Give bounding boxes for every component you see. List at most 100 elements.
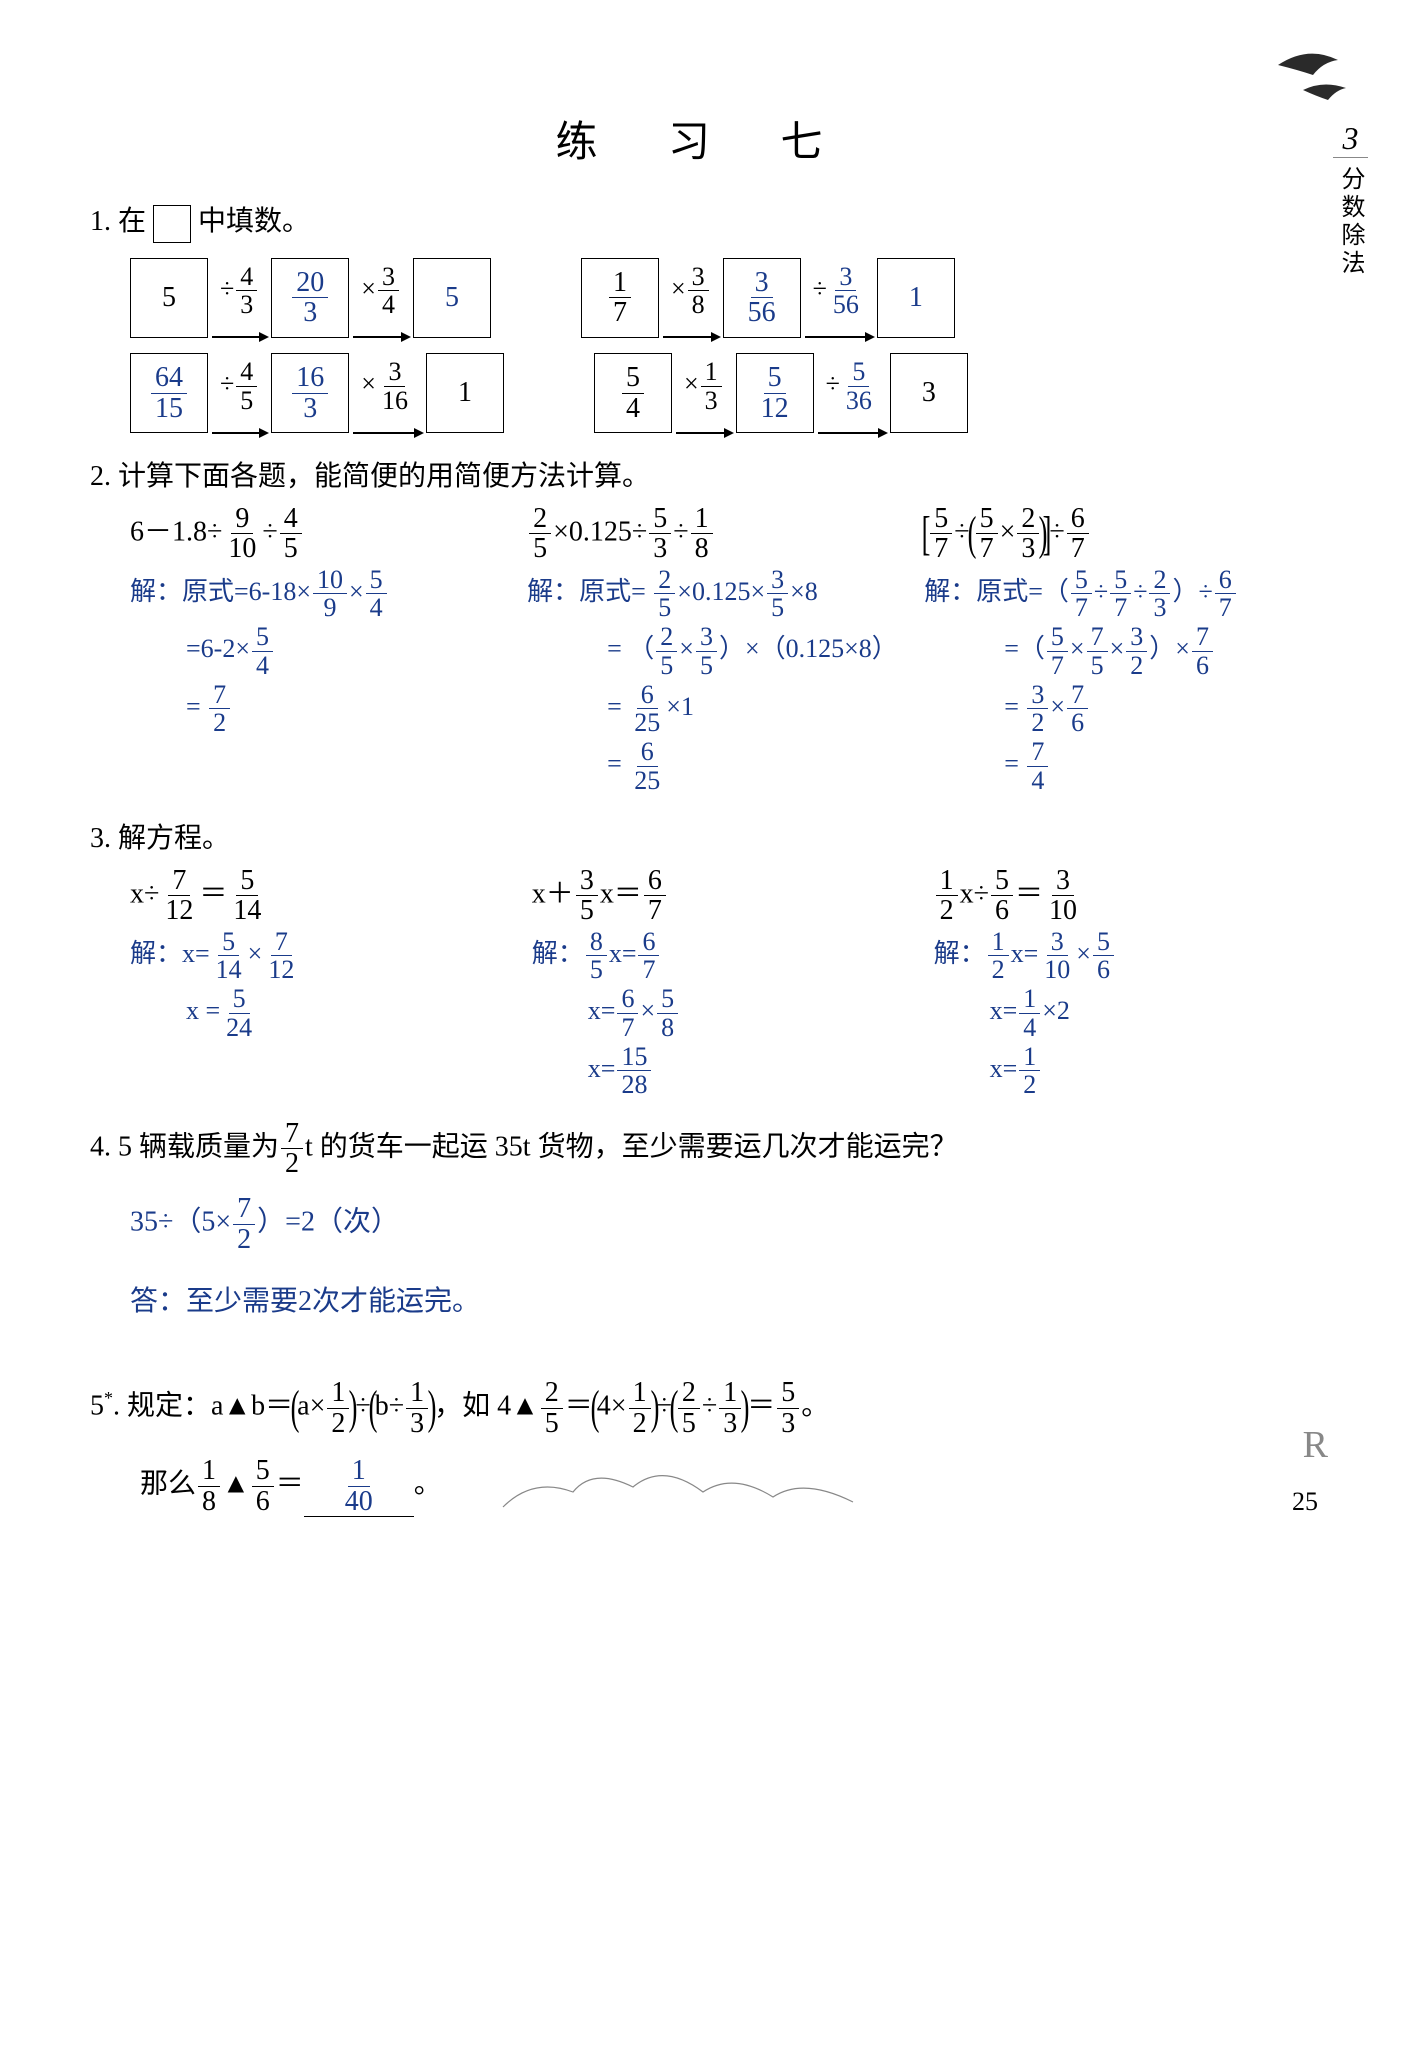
t: 6－1.8÷ xyxy=(130,516,222,547)
publisher-logo: R xyxy=(1303,1423,1328,1467)
d: 14 xyxy=(229,896,265,925)
chapter-label: 分数除法 xyxy=(1333,166,1368,278)
chain1-start: 5 xyxy=(130,258,208,338)
q3-col3: 12x÷56＝310 解：12x=310×56 x=14×2 x=12 xyxy=(934,866,1278,1101)
d: 5 xyxy=(656,652,677,679)
n: 1 xyxy=(988,928,1009,956)
d: 4 xyxy=(1019,1014,1040,1041)
n: 5 xyxy=(976,504,998,534)
den: 4 xyxy=(622,394,644,423)
n: 7 xyxy=(1067,681,1088,709)
n: 2 xyxy=(678,1378,700,1408)
num: 5 xyxy=(764,363,786,393)
t: x= xyxy=(588,1054,616,1083)
q2-col1: 6－1.8÷910÷45 解：原式=6-18×109×54 =6-2×54 = … xyxy=(130,504,504,796)
chapter-number: 3 xyxy=(1333,120,1368,158)
den: 5 xyxy=(236,387,257,414)
op: × xyxy=(361,369,376,398)
t: 解： xyxy=(532,939,584,968)
num: 3 xyxy=(751,268,773,298)
t: = xyxy=(186,692,207,721)
d: 10 xyxy=(1040,956,1074,983)
d: 3 xyxy=(1149,594,1170,621)
t: 。 xyxy=(801,1391,829,1422)
t: × xyxy=(1050,692,1065,721)
num: 64 xyxy=(151,363,187,393)
t: ）=2（次） xyxy=(257,1207,399,1238)
blank-box-icon xyxy=(153,205,191,243)
t: × xyxy=(349,576,364,605)
q2c3-sol: 解：原式=（57÷57÷23）÷67 =（57×75×32）×76 = 32×7… xyxy=(924,566,1298,794)
den: 8 xyxy=(688,291,709,318)
t: ×2 xyxy=(1042,996,1070,1025)
q1-suffix: 中填数。 xyxy=(198,206,310,237)
q1-prompt: 1. 在 中填数。 xyxy=(90,199,1318,243)
t: t 的货车一起运 35t 货物，至少需要运几次才能运完？ xyxy=(305,1131,958,1162)
num: 3 xyxy=(384,358,405,386)
t: 解：原式=6-18× xyxy=(130,576,311,605)
chain3-end: 1 xyxy=(426,353,504,433)
d: 6 xyxy=(991,896,1013,925)
d: 6 xyxy=(1067,709,1088,736)
n: 5 xyxy=(1110,566,1131,594)
q2-col2: 25×0.125÷53÷18 解：原式= 25×0.125×35×8 = （25… xyxy=(527,504,901,796)
t: ）×（0.125×8） xyxy=(719,634,898,663)
n: 6 xyxy=(637,738,658,766)
d: 12 xyxy=(264,956,298,983)
den: 36 xyxy=(842,387,876,414)
t: x= xyxy=(990,996,1018,1025)
n: 5 xyxy=(252,1456,274,1486)
q2-col3: [57÷(57×23)]÷67 解：原式=（57÷57÷23）÷67 =（57×… xyxy=(924,504,1298,796)
t: 解：原式=（ xyxy=(924,576,1069,605)
n: 2 xyxy=(1017,504,1039,534)
t: x÷ xyxy=(130,878,159,909)
q2-row: 6－1.8÷910÷45 解：原式=6-18×109×54 =6-2×54 = … xyxy=(130,504,1298,796)
t: ÷ xyxy=(262,516,277,547)
op: ÷ xyxy=(220,369,234,398)
d: 14 xyxy=(212,956,246,983)
d: 5 xyxy=(586,956,607,983)
t: ＝ xyxy=(276,1468,304,1499)
n: 6 xyxy=(617,985,638,1013)
t: x= xyxy=(588,996,616,1025)
num: 20 xyxy=(292,268,328,298)
den: 16 xyxy=(378,387,412,414)
t: ×0.125÷ xyxy=(553,516,647,547)
q2c1-sol: 解：原式=6-18×109×54 =6-2×54 = 72 xyxy=(130,566,504,737)
t: ＝ xyxy=(199,878,227,909)
d: 7 xyxy=(1215,594,1236,621)
d: 25 xyxy=(630,767,664,794)
num: 4 xyxy=(236,263,257,291)
n: 6 xyxy=(644,866,666,896)
n: 3 xyxy=(1027,681,1048,709)
bird-decor xyxy=(1268,40,1358,121)
t: ＝ xyxy=(565,1391,593,1422)
chain-3: 6415 ÷45 163 ×316 1 xyxy=(130,352,504,434)
t: 35÷（5× xyxy=(130,1207,231,1238)
d: 7 xyxy=(638,956,659,983)
d: 2 xyxy=(327,1409,349,1438)
q3-prompt: 3. 解方程。 xyxy=(90,816,1318,856)
d: 5 xyxy=(767,594,788,621)
n: 2 xyxy=(529,504,551,534)
q1-row1: 5 ÷43 203 ×34 5 17 ×38 356 ÷356 1 xyxy=(130,257,1318,339)
star-icon: * xyxy=(104,1388,113,1408)
n: 5 xyxy=(236,866,258,896)
t: x＝ xyxy=(600,878,642,909)
d: 8 xyxy=(657,1014,678,1041)
n: 1 xyxy=(936,866,958,896)
op: ÷ xyxy=(826,369,840,398)
n: 3 xyxy=(767,566,788,594)
q2c3-problem: [57÷(57×23)]÷67 xyxy=(924,504,1298,564)
n: 9 xyxy=(231,504,253,534)
chain2-end: 1 xyxy=(877,258,955,338)
n: 5 xyxy=(229,985,250,1013)
d: 2 xyxy=(988,956,1009,983)
t: × xyxy=(248,939,263,968)
t: ）÷ xyxy=(1172,576,1212,605)
d: 6 xyxy=(252,1487,274,1516)
n: 7 xyxy=(1192,623,1213,651)
t: =（ xyxy=(1004,634,1045,663)
op: ÷ xyxy=(220,273,234,302)
d: 8 xyxy=(691,534,713,563)
